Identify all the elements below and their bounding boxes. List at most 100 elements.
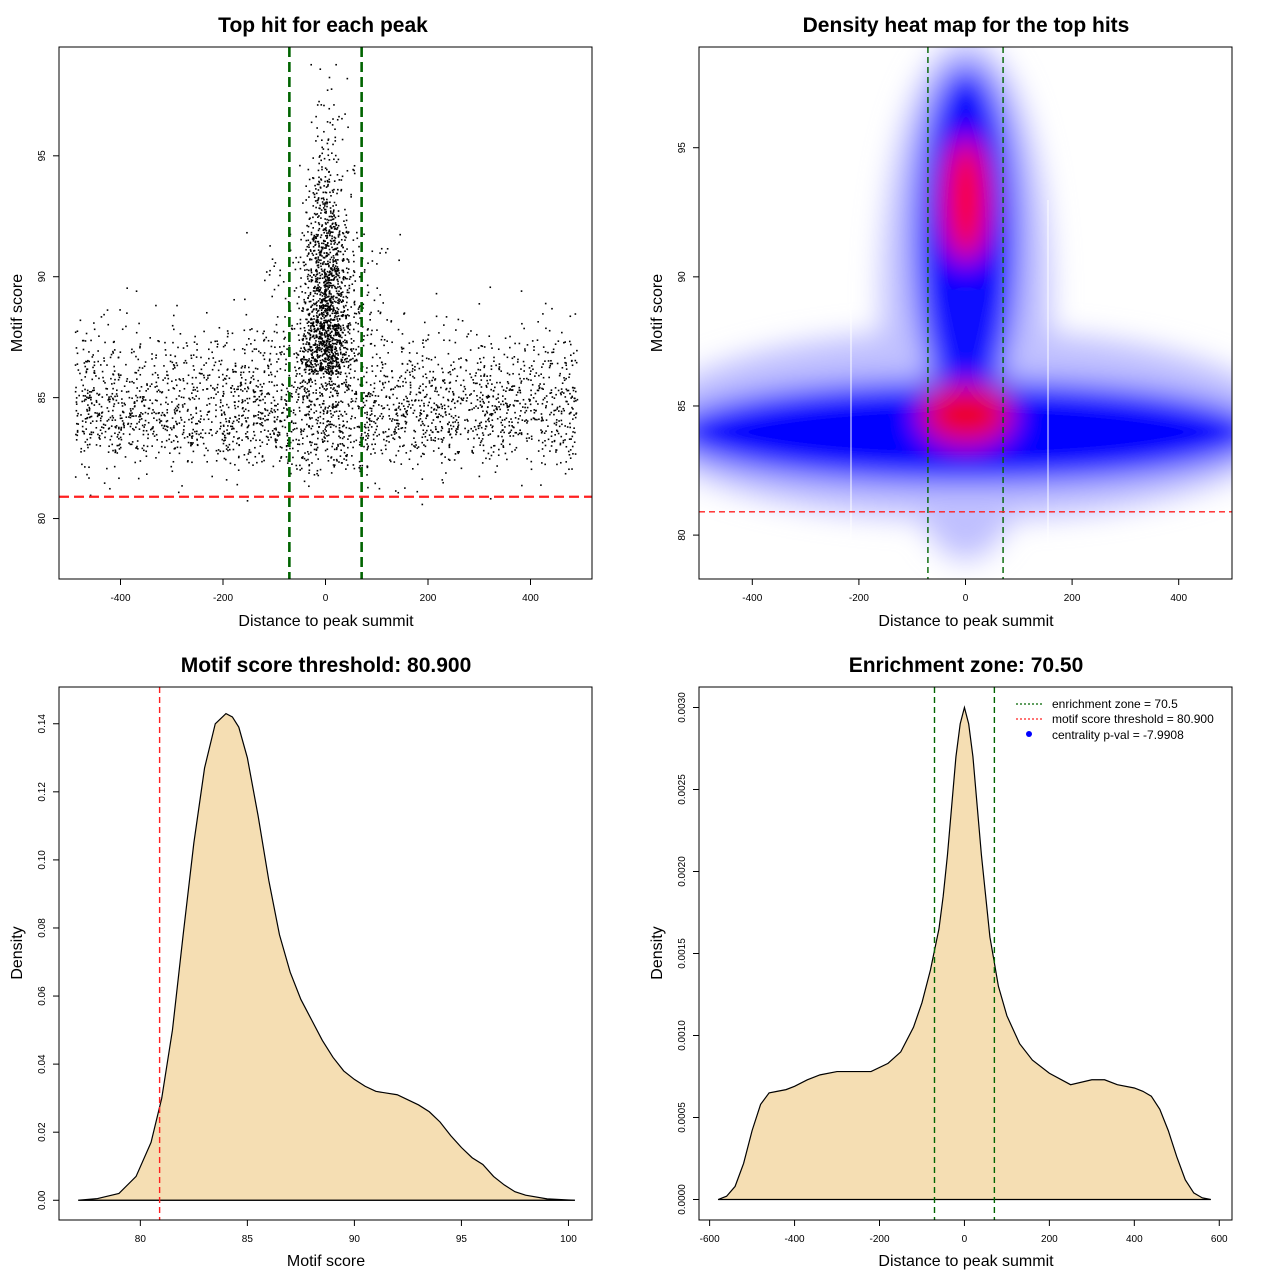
scatter-point	[353, 169, 355, 172]
scatter-point	[317, 222, 320, 224]
scatter-point	[355, 393, 358, 396]
scatter-point	[460, 397, 463, 400]
scatter-point	[331, 337, 334, 339]
scatter-point	[331, 354, 334, 357]
scatter-point	[419, 385, 422, 388]
scatter-point	[318, 290, 320, 293]
scatter-point	[281, 383, 283, 386]
scatter-point	[274, 346, 276, 349]
scatter-point	[330, 227, 333, 230]
scatter-point	[306, 255, 309, 257]
y-tick-label: 80	[677, 529, 688, 541]
scatter-point	[112, 350, 114, 353]
scatter-point	[445, 387, 448, 390]
scatter-point	[342, 311, 344, 314]
scatter-point	[106, 309, 109, 311]
scatter-point	[317, 261, 320, 264]
scatter-point	[355, 312, 358, 315]
scatter-point	[241, 401, 243, 404]
scatter-point	[332, 365, 335, 368]
scatter-point	[519, 402, 521, 405]
scatter-point	[329, 410, 332, 412]
scatter-point	[135, 290, 138, 293]
scatter-point	[84, 365, 87, 368]
scatter-point	[409, 407, 412, 409]
scatter-point	[403, 313, 405, 315]
scatter-point	[453, 459, 456, 461]
scatter-point	[441, 405, 444, 408]
scatter-point	[291, 447, 294, 450]
scatter-point	[341, 356, 344, 359]
scatter-point	[448, 446, 451, 449]
scatter-point	[75, 401, 78, 403]
scatter-point	[272, 465, 275, 468]
scatter-point	[328, 281, 330, 284]
scatter-point	[319, 331, 321, 334]
scatter-point	[392, 393, 394, 396]
scatter-point	[395, 408, 398, 411]
scatter-point	[302, 430, 305, 432]
y-tick-label: 90	[37, 271, 48, 283]
scatter-point	[485, 384, 488, 387]
scatter-point	[247, 437, 249, 440]
scatter-point	[319, 332, 322, 335]
scatter-point	[279, 446, 282, 448]
scatter-point	[111, 415, 114, 417]
scatter-point	[564, 425, 566, 427]
scatter-point	[440, 403, 443, 406]
scatter-point	[278, 434, 281, 436]
scatter-point	[544, 350, 547, 353]
scatter-point	[267, 439, 270, 441]
scatter-point	[529, 399, 531, 401]
scatter-point	[292, 386, 295, 388]
scatter-point	[232, 371, 235, 373]
scatter-point	[276, 316, 279, 318]
scatter-point	[321, 344, 324, 347]
scatter-point	[550, 431, 553, 433]
scatter-point	[172, 314, 175, 317]
scatter-point	[421, 441, 423, 444]
scatter-point	[325, 223, 327, 225]
scatter-point	[308, 313, 311, 315]
scatter-point	[377, 395, 380, 397]
scatter-point	[305, 414, 307, 417]
scatter-point	[330, 356, 332, 358]
scatter-point	[467, 333, 470, 335]
scatter-point	[315, 359, 317, 361]
scatter-point	[321, 338, 323, 340]
scatter-point	[469, 394, 471, 396]
scatter-point	[569, 343, 572, 346]
scatter-point	[192, 386, 195, 389]
scatter-point	[422, 346, 425, 348]
scatter-point	[129, 443, 132, 446]
scatter-point	[350, 417, 352, 420]
scatter-point	[316, 259, 318, 262]
scatter-point	[106, 407, 109, 409]
scatter-point	[408, 352, 411, 354]
scatter-point	[499, 408, 501, 411]
scatter-point	[75, 403, 78, 405]
scatter-point	[307, 458, 309, 461]
scatter-point	[304, 348, 306, 351]
scatter-point	[315, 213, 317, 216]
scatter-point	[352, 239, 355, 241]
scatter-point	[241, 348, 244, 350]
scatter-point	[405, 421, 408, 424]
scatter-point	[333, 228, 336, 230]
scatter-point	[335, 401, 337, 403]
scatter-point	[326, 354, 328, 356]
scatter-point	[303, 301, 306, 303]
scatter-point	[329, 261, 331, 264]
scatter-point	[299, 256, 302, 259]
scatter-point	[337, 308, 340, 311]
scatter-point	[166, 382, 169, 385]
scatter-point	[307, 278, 309, 280]
scatter-point	[516, 400, 518, 402]
scatter-point	[303, 480, 306, 483]
scatter-point	[231, 332, 234, 335]
scatter-point	[464, 419, 466, 421]
scatter-point	[369, 313, 371, 316]
scatter-point	[93, 322, 95, 324]
scatter-point	[263, 370, 266, 372]
scatter-point	[108, 398, 110, 401]
